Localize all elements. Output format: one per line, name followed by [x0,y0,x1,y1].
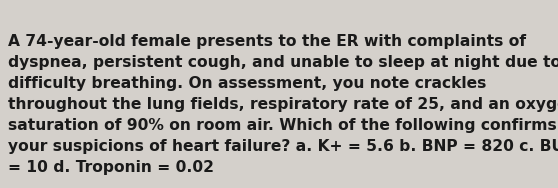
Text: A 74-year-old female presents to the ER with complaints of
dyspnea, persistent c: A 74-year-old female presents to the ER … [8,34,558,175]
